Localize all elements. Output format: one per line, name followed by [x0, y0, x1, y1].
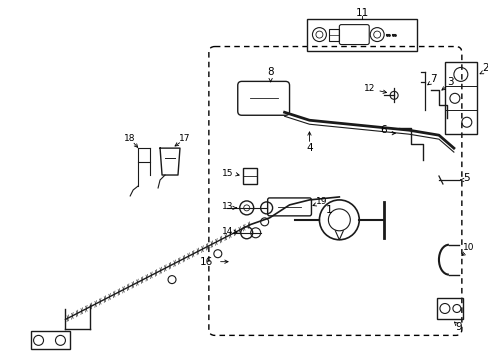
Text: 3: 3: [447, 77, 453, 87]
Text: 2: 2: [482, 63, 488, 73]
Bar: [329, 28, 339, 41]
Bar: [307, 19, 416, 50]
Text: 16: 16: [200, 257, 213, 267]
Bar: [436, 297, 462, 319]
Text: 7: 7: [429, 75, 435, 84]
Bar: [444, 63, 476, 134]
Text: 1: 1: [325, 205, 332, 215]
Text: 12: 12: [363, 84, 374, 93]
Bar: [242, 168, 256, 184]
Text: 4: 4: [305, 143, 312, 153]
Text: 15: 15: [222, 168, 233, 177]
Text: 8: 8: [267, 67, 273, 77]
Text: 19: 19: [315, 197, 326, 206]
Bar: [31, 332, 70, 349]
Text: 5: 5: [463, 173, 469, 183]
Text: 18: 18: [124, 134, 136, 143]
Text: 10: 10: [462, 243, 474, 252]
Text: 17: 17: [179, 134, 190, 143]
Text: 11: 11: [355, 8, 368, 18]
Circle shape: [243, 205, 249, 211]
Text: 14: 14: [222, 227, 233, 236]
Text: 9: 9: [455, 323, 461, 332]
Text: 6: 6: [379, 125, 386, 135]
Text: 13: 13: [222, 202, 233, 211]
